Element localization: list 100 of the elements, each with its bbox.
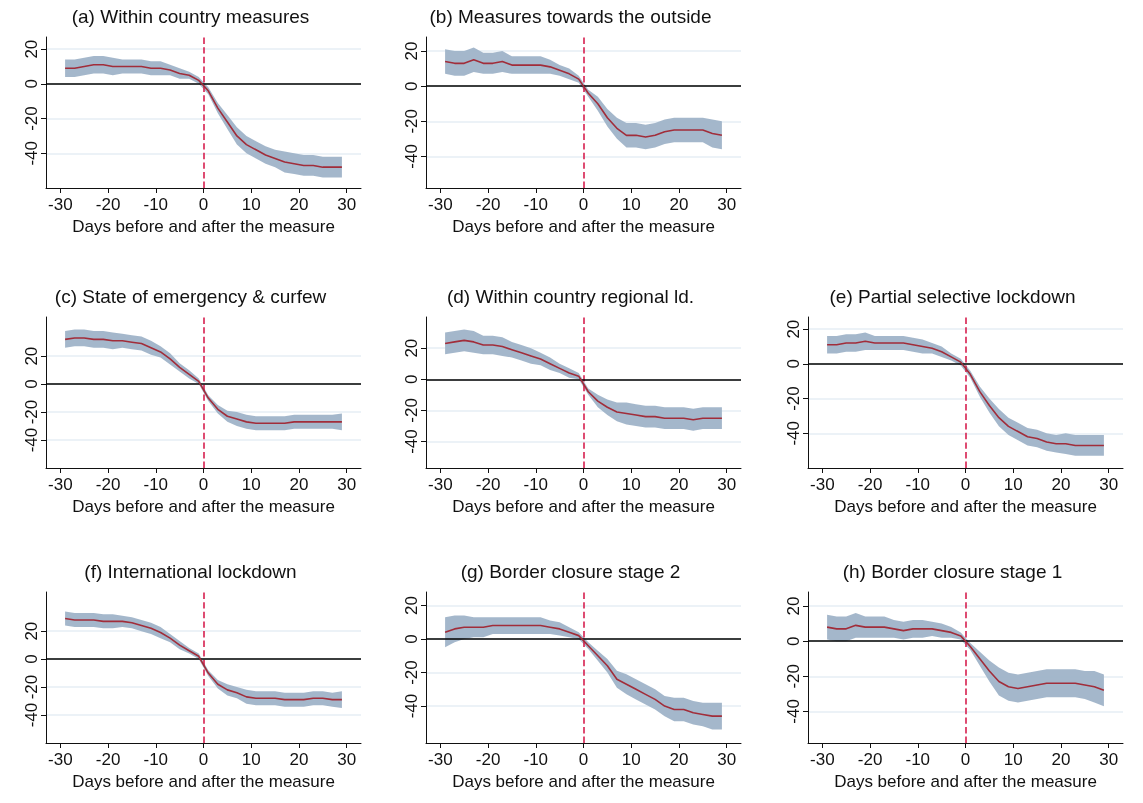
x-tick-label: 0 bbox=[578, 475, 589, 494]
x-tick-label: 10 bbox=[621, 750, 641, 769]
x-tick-label: 30 bbox=[717, 475, 737, 494]
x-tick-label: 0 bbox=[198, 750, 209, 769]
chart-title: (h) Border closure stage 1 bbox=[842, 561, 1063, 582]
y-tick-label: -20 bbox=[402, 398, 421, 423]
y-tick-label: -20 bbox=[402, 108, 421, 134]
x-tick-label: -30 bbox=[48, 195, 73, 214]
x-axis-title: Days before and after the measure bbox=[452, 772, 715, 791]
x-tick-label: -20 bbox=[475, 475, 501, 494]
chart-title: (g) Border closure stage 2 bbox=[460, 561, 681, 582]
x-tick-label: -20 bbox=[95, 195, 121, 214]
x-tick-label: -10 bbox=[523, 750, 549, 769]
chart-title: (c) State of emergency & curfew bbox=[54, 286, 327, 307]
line-series bbox=[444, 59, 723, 138]
x-tick-label: 10 bbox=[621, 195, 641, 214]
x-tick-label: -20 bbox=[475, 750, 501, 769]
x-tick-label: -30 bbox=[428, 750, 453, 769]
x-tick-label: 0 bbox=[960, 475, 971, 494]
x-axis-title: Days before and after the measure bbox=[72, 497, 335, 516]
y-tick-label: -20 bbox=[784, 386, 803, 411]
x-tick-label: 20 bbox=[1051, 475, 1071, 494]
y-tick-label: 0 bbox=[402, 81, 421, 91]
x-tick-label: 30 bbox=[717, 195, 737, 214]
x-tick-label: 30 bbox=[337, 750, 357, 769]
y-tick-label: -40 bbox=[22, 141, 41, 166]
x-tick-label: 0 bbox=[198, 195, 209, 214]
y-tick-label: 20 bbox=[22, 39, 41, 59]
x-tick-label: -10 bbox=[523, 475, 549, 494]
y-tick-label: -20 bbox=[784, 663, 803, 689]
y-tick-label: -20 bbox=[22, 674, 41, 700]
x-tick-label: -30 bbox=[428, 475, 453, 494]
x-tick-label: 30 bbox=[1099, 750, 1119, 769]
x-tick-label: -10 bbox=[143, 195, 169, 214]
x-tick-label: 10 bbox=[621, 475, 641, 494]
x-tick-label: -20 bbox=[857, 475, 883, 494]
y-tick-label: -40 bbox=[22, 702, 41, 728]
y-tick-label: 20 bbox=[402, 41, 421, 61]
x-tick-label: -10 bbox=[905, 750, 931, 769]
y-tick-label: -40 bbox=[22, 427, 41, 453]
x-tick-label: 10 bbox=[241, 475, 261, 494]
x-axis-title: Days before and after the measure bbox=[72, 217, 335, 236]
x-tick-label: 10 bbox=[241, 750, 261, 769]
y-tick-label: 0 bbox=[22, 654, 41, 664]
x-tick-label: -30 bbox=[810, 750, 835, 769]
x-axis-title: Days before and after the measure bbox=[452, 497, 715, 516]
y-tick-label: -40 bbox=[784, 699, 803, 724]
chart-title: (b) Measures towards the outside bbox=[429, 6, 712, 27]
x-tick-label: -30 bbox=[428, 195, 453, 214]
x-tick-label: 10 bbox=[1003, 750, 1023, 769]
x-tick-label: 20 bbox=[289, 195, 309, 214]
x-tick-label: 0 bbox=[578, 750, 589, 769]
y-tick-label: 20 bbox=[22, 621, 41, 641]
x-tick-label: -20 bbox=[95, 750, 121, 769]
y-tick-label: -40 bbox=[784, 421, 803, 446]
y-tick-label: -20 bbox=[402, 660, 421, 685]
x-axis-title: Days before and after the measure bbox=[452, 217, 715, 236]
y-tick-label: 20 bbox=[784, 596, 803, 616]
x-tick-label: 0 bbox=[198, 475, 209, 494]
chart-title: (e) Partial selective lockdown bbox=[829, 286, 1076, 307]
x-tick-label: -10 bbox=[523, 195, 549, 214]
y-tick-label: 20 bbox=[402, 595, 421, 615]
y-tick-label: -20 bbox=[22, 399, 41, 425]
y-tick-label: -40 bbox=[402, 144, 421, 169]
y-tick-label: 0 bbox=[402, 374, 421, 384]
x-tick-label: 20 bbox=[669, 750, 689, 769]
x-tick-label: 30 bbox=[717, 750, 737, 769]
y-tick-label: -40 bbox=[402, 693, 421, 719]
y-tick-label: 0 bbox=[22, 79, 41, 89]
y-tick-label: 20 bbox=[402, 338, 421, 358]
y-tick-label: 0 bbox=[784, 636, 803, 646]
y-tick-label: 0 bbox=[22, 379, 41, 389]
x-tick-label: 20 bbox=[669, 475, 689, 494]
x-tick-label: -10 bbox=[143, 750, 169, 769]
x-tick-label: 30 bbox=[337, 475, 357, 494]
y-tick-label: 20 bbox=[22, 346, 41, 366]
y-tick-label: 0 bbox=[402, 634, 421, 644]
chart-title: (a) Within country measures bbox=[71, 6, 310, 27]
x-tick-label: -10 bbox=[143, 475, 169, 494]
y-tick-label: 20 bbox=[784, 319, 803, 339]
chart-title: (f) International lockdown bbox=[84, 561, 297, 582]
x-tick-label: 30 bbox=[337, 195, 357, 214]
x-tick-label: -30 bbox=[810, 475, 835, 494]
x-tick-label: -20 bbox=[95, 475, 121, 494]
y-tick-label: 0 bbox=[784, 359, 803, 369]
x-tick-label: -20 bbox=[857, 750, 883, 769]
x-tick-label: 0 bbox=[960, 750, 971, 769]
x-axis-title: Days before and after the measure bbox=[834, 772, 1097, 791]
chart-title: (d) Within country regional ld. bbox=[446, 286, 695, 307]
x-tick-label: 10 bbox=[241, 195, 261, 214]
x-axis-title: Days before and after the measure bbox=[72, 772, 335, 791]
y-tick-label: -40 bbox=[402, 429, 421, 454]
x-tick-label: 10 bbox=[1003, 475, 1023, 494]
x-tick-label: -20 bbox=[475, 195, 501, 214]
x-tick-label: 0 bbox=[578, 195, 589, 214]
x-tick-label: 30 bbox=[1099, 475, 1119, 494]
x-tick-label: 20 bbox=[669, 195, 689, 214]
x-tick-label: 20 bbox=[289, 750, 309, 769]
x-tick-label: -30 bbox=[48, 750, 73, 769]
x-tick-label: -30 bbox=[48, 475, 73, 494]
